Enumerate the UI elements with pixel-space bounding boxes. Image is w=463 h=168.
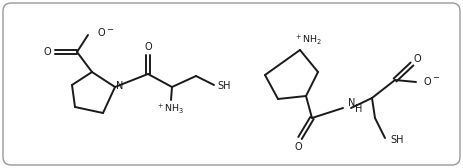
Text: H: H	[355, 104, 363, 114]
Text: SH: SH	[390, 135, 404, 145]
Text: −: −	[432, 74, 439, 82]
Text: O: O	[144, 42, 152, 52]
Text: N: N	[348, 98, 356, 108]
Text: O: O	[424, 77, 432, 87]
Text: $^+$NH$_3$: $^+$NH$_3$	[156, 102, 184, 116]
Text: −: −	[106, 26, 113, 34]
Text: O: O	[413, 54, 421, 64]
Text: $^+$NH$_2$: $^+$NH$_2$	[294, 33, 322, 47]
Text: SH: SH	[217, 81, 231, 91]
Text: N: N	[116, 81, 123, 91]
Text: O: O	[43, 47, 51, 57]
Text: O: O	[294, 142, 302, 152]
Text: O: O	[98, 28, 106, 38]
FancyBboxPatch shape	[3, 3, 460, 165]
